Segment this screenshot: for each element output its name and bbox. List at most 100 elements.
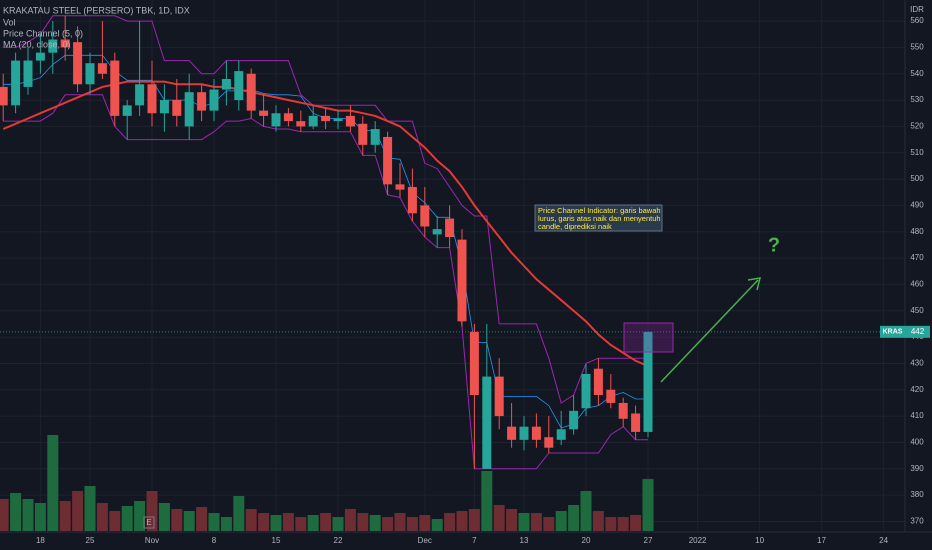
volume-bar [96, 503, 108, 531]
volume-bar [431, 519, 443, 531]
y-tick-label: 520 [910, 122, 924, 131]
y-tick-label: 510 [910, 148, 924, 157]
candle-body [23, 60, 33, 87]
y-tick-label: 450 [910, 306, 924, 315]
question-mark: ? [768, 234, 780, 256]
chart-title: KRAKATAU STEEL (PERSERO) TBK, 1D, IDX [3, 5, 190, 15]
volume-bar [320, 513, 332, 531]
candle-body [159, 100, 169, 114]
candle-body [147, 84, 157, 114]
volume-bar [332, 517, 344, 531]
candle-body [445, 218, 455, 238]
candle-body [531, 426, 541, 440]
y-tick-label: 540 [910, 69, 924, 78]
last-price-label: 442 [911, 327, 925, 336]
volume-bar [592, 511, 604, 531]
annotation-line: lurus, garis atas naik dan menyentuh [538, 214, 661, 223]
candle-body [358, 123, 368, 145]
candle-body [556, 429, 566, 440]
y-tick-label: 380 [910, 490, 924, 499]
candle-body [234, 71, 244, 101]
candle-body [420, 205, 430, 227]
volume-bar [282, 513, 294, 531]
x-tick-label: 25 [86, 536, 95, 545]
x-tick-label: 22 [334, 536, 343, 545]
volume-bar [555, 511, 567, 531]
candle-body [618, 402, 628, 419]
candles [0, 15, 653, 469]
arrow-head [747, 277, 762, 291]
volume-bar [518, 513, 530, 531]
candle-body [246, 73, 256, 111]
volume-bar [220, 517, 232, 531]
volume-bar [270, 515, 282, 531]
y-tick-label: 430 [910, 359, 924, 368]
price-scale [905, 0, 932, 550]
volume-bar [605, 517, 617, 531]
legend-entry: Price Channel (5, 0) [3, 28, 83, 38]
volume-bar [630, 515, 642, 531]
volume-bar [568, 505, 580, 531]
candle-body [457, 239, 467, 322]
x-tick-label: 24 [879, 536, 888, 545]
candle-body [48, 39, 58, 53]
last-price-box [905, 325, 930, 338]
volume-bar [580, 491, 592, 531]
volume-bar [642, 479, 654, 531]
volume-bar [22, 499, 34, 531]
volume-bar [59, 501, 71, 531]
candle-body [184, 92, 194, 127]
candle-body [35, 52, 45, 61]
volume-bar [456, 511, 468, 531]
candle-body [370, 129, 380, 145]
volume-bar [382, 517, 394, 531]
volume-bar [543, 517, 555, 531]
volume-bar [344, 509, 356, 531]
volume-bar [134, 501, 146, 531]
volume-bar [481, 471, 493, 531]
axes: 3703803904004104204304404504604704804905… [36, 16, 930, 545]
candle-body [97, 63, 107, 74]
candle-body [407, 186, 417, 214]
candle-body [135, 84, 145, 106]
candle-body [643, 331, 653, 432]
candle-body [581, 373, 591, 409]
arrow [660, 279, 759, 383]
candle-body [110, 60, 120, 116]
volume-bar [233, 496, 245, 531]
volume-bar [307, 515, 319, 531]
volume-bar [109, 511, 121, 531]
y-tick-label: 560 [910, 16, 924, 25]
candle-body [593, 368, 603, 396]
candle-body [221, 79, 231, 90]
x-tick-label: 20 [582, 536, 591, 545]
candle-body [544, 437, 554, 448]
annotation-line: candle, diprediksi naik [538, 222, 612, 231]
volume-bar [196, 507, 208, 531]
candle-body [395, 184, 405, 190]
x-tick-label: 10 [755, 536, 764, 545]
y-tick-label: 500 [910, 174, 924, 183]
legend-entry: MA (20, close, 0) [3, 39, 71, 49]
y-tick-label: 410 [910, 411, 924, 420]
volume-bar [258, 513, 270, 531]
volume-bar [183, 511, 195, 531]
volume-bar [530, 513, 542, 531]
volume-bar [406, 517, 418, 531]
currency: IDR [910, 5, 924, 14]
volume-bar [506, 509, 518, 531]
symbol-label-box [880, 325, 905, 338]
highlight-box [623, 322, 674, 353]
y-tick-label: 470 [910, 253, 924, 262]
y-tick-label: 490 [910, 201, 924, 210]
annotation-box [534, 204, 663, 232]
volume-bar [208, 513, 220, 531]
candle-body [73, 42, 83, 85]
y-tick-label: 550 [910, 43, 924, 52]
candle-body [85, 63, 95, 85]
volume-bar [84, 486, 96, 531]
y-tick-label: 530 [910, 95, 924, 104]
y-tick-label: 370 [910, 517, 924, 526]
volume-bar [357, 513, 369, 531]
